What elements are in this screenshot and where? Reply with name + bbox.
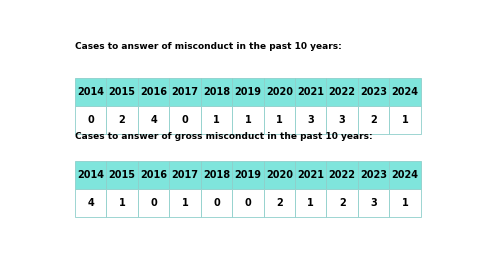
Bar (358, 161, 389, 189)
Text: 2022: 2022 (329, 87, 356, 97)
Text: 2: 2 (119, 115, 125, 125)
Bar (75, 161, 107, 189)
Text: 0: 0 (150, 198, 157, 208)
Bar (169, 161, 201, 189)
Text: 0: 0 (181, 115, 188, 125)
Bar (264, 189, 295, 217)
Text: 2014: 2014 (77, 170, 104, 180)
Bar (326, 189, 358, 217)
Text: 1: 1 (402, 115, 408, 125)
Text: 3: 3 (307, 115, 314, 125)
Bar (232, 161, 264, 189)
Text: 1: 1 (181, 198, 188, 208)
Text: 2: 2 (339, 198, 346, 208)
Text: 2015: 2015 (108, 170, 135, 180)
Text: 2023: 2023 (360, 170, 387, 180)
Text: 2014: 2014 (77, 87, 104, 97)
Bar (264, 106, 295, 134)
Text: 2023: 2023 (360, 87, 387, 97)
Text: 0: 0 (87, 115, 94, 125)
Bar (75, 106, 107, 134)
Bar (138, 189, 169, 217)
Bar (232, 189, 264, 217)
Bar (75, 78, 107, 106)
Bar (295, 189, 326, 217)
Text: 3: 3 (339, 115, 346, 125)
Bar (169, 78, 201, 106)
Bar (264, 161, 295, 189)
Bar (107, 106, 138, 134)
Text: 2018: 2018 (203, 170, 230, 180)
Bar (358, 78, 389, 106)
Bar (326, 161, 358, 189)
Text: 2016: 2016 (140, 87, 167, 97)
Text: 2: 2 (276, 198, 283, 208)
Bar (138, 106, 169, 134)
Bar (138, 161, 169, 189)
Text: 2022: 2022 (329, 170, 356, 180)
Bar (107, 161, 138, 189)
Bar (389, 161, 421, 189)
Bar (389, 106, 421, 134)
Bar (169, 106, 201, 134)
Bar (326, 106, 358, 134)
Bar (107, 78, 138, 106)
Text: 4: 4 (87, 198, 94, 208)
Bar (201, 189, 232, 217)
Text: 1: 1 (276, 115, 283, 125)
Bar (358, 189, 389, 217)
Bar (389, 78, 421, 106)
Bar (201, 161, 232, 189)
Bar (295, 78, 326, 106)
Text: 2024: 2024 (392, 170, 419, 180)
Text: 2015: 2015 (108, 87, 135, 97)
Text: 1: 1 (307, 198, 314, 208)
Text: 4: 4 (150, 115, 157, 125)
Bar (138, 78, 169, 106)
Bar (358, 106, 389, 134)
Text: 2019: 2019 (234, 170, 261, 180)
Text: 2019: 2019 (234, 87, 261, 97)
Bar (326, 78, 358, 106)
Text: 2021: 2021 (297, 87, 324, 97)
Text: 1: 1 (213, 115, 220, 125)
Bar (169, 189, 201, 217)
Text: 1: 1 (119, 198, 125, 208)
Text: 2024: 2024 (392, 87, 419, 97)
Bar (201, 106, 232, 134)
Text: 2020: 2020 (266, 170, 293, 180)
Text: 1: 1 (244, 115, 251, 125)
Text: 1: 1 (402, 198, 408, 208)
Text: 2016: 2016 (140, 170, 167, 180)
Bar (107, 189, 138, 217)
Bar (75, 189, 107, 217)
Bar (295, 106, 326, 134)
Text: 2017: 2017 (171, 170, 198, 180)
Text: 2021: 2021 (297, 170, 324, 180)
Text: 2020: 2020 (266, 87, 293, 97)
Text: 0: 0 (244, 198, 251, 208)
Text: Cases to answer of gross misconduct in the past 10 years:: Cases to answer of gross misconduct in t… (75, 132, 372, 141)
Bar (232, 78, 264, 106)
Bar (232, 106, 264, 134)
Text: 2018: 2018 (203, 87, 230, 97)
Bar (264, 78, 295, 106)
Bar (389, 189, 421, 217)
Text: Cases to answer of misconduct in the past 10 years:: Cases to answer of misconduct in the pas… (75, 42, 342, 52)
Text: 2: 2 (370, 115, 377, 125)
Text: 3: 3 (370, 198, 377, 208)
Bar (201, 78, 232, 106)
Text: 0: 0 (213, 198, 220, 208)
Text: 2017: 2017 (171, 87, 198, 97)
Bar (295, 161, 326, 189)
